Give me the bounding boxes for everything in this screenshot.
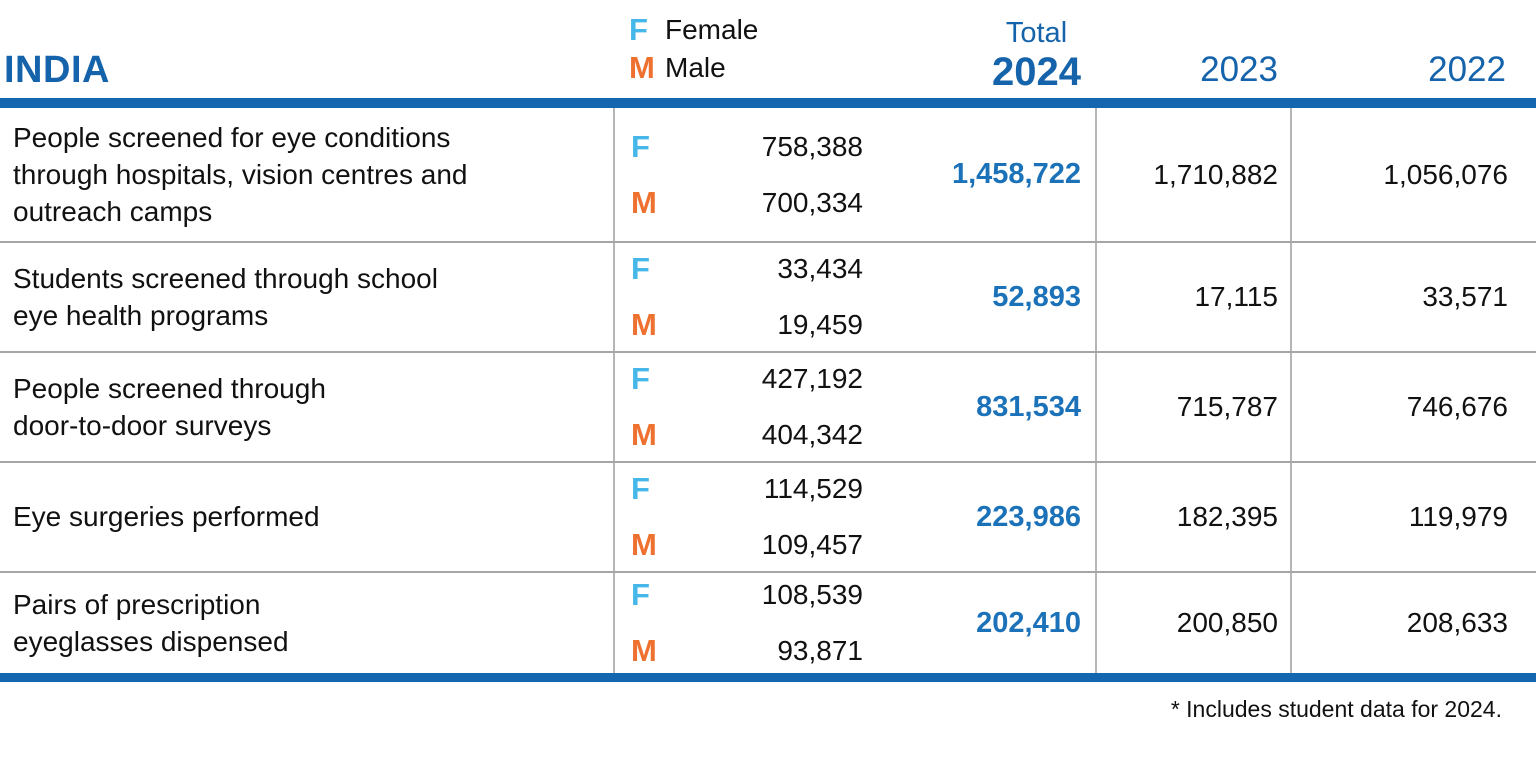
value-2022: 119,979	[1290, 463, 1536, 571]
table-row: Pairs of prescription eyeglasses dispens…	[0, 571, 1536, 673]
value-2023: 182,395	[1095, 463, 1290, 571]
total-year-label: 2024	[992, 50, 1081, 94]
header-region-cell: INDIA	[0, 0, 613, 98]
value-2023: 715,787	[1095, 353, 1290, 461]
gender-values: F 114,529 M 109,457	[615, 471, 863, 563]
column-header-2023: 2023	[1200, 50, 1278, 89]
gender-values: F 33,434 M 19,459	[615, 251, 863, 343]
value-2022: 33,571	[1290, 243, 1536, 351]
header-rule	[0, 98, 1536, 108]
column-header-2022: 2022	[1428, 50, 1506, 89]
table-row: Students screened through school eye hea…	[0, 241, 1536, 351]
female-key-icon: F	[631, 361, 650, 396]
female-value: 108,539	[761, 579, 863, 610]
female-value: 33,434	[777, 253, 863, 284]
female-value: 114,529	[763, 473, 863, 504]
gender-values: F 758,388 M 700,334	[615, 129, 863, 221]
total-2024-value: 1,458,722	[951, 158, 1081, 190]
male-key-icon: M	[631, 633, 657, 668]
value-2023: 17,115	[1095, 243, 1290, 351]
value-2023: 200,850	[1095, 573, 1290, 673]
table-row: People screened through door-to-door sur…	[0, 351, 1536, 461]
male-key-icon: M	[631, 527, 657, 562]
legend-male-label: Male	[665, 52, 726, 83]
female-key-icon: F	[631, 471, 650, 506]
table-header: INDIA F Female M Male Total 2024 2023 20…	[0, 0, 1536, 98]
male-key-icon: M	[631, 184, 657, 220]
row-label: People screened for eye conditions throu…	[13, 121, 468, 228]
female-value: 427,192	[761, 363, 863, 394]
value-2022: 746,676	[1290, 353, 1536, 461]
male-key-icon: M	[631, 307, 657, 342]
total-2024-value: 223,986	[976, 500, 1081, 533]
footnote: * Includes student data for 2024.	[1170, 696, 1502, 722]
column-header-total-2024: Total 2024	[992, 0, 1095, 98]
gender-values: F 108,539 M 93,871	[615, 577, 863, 669]
total-label: Total	[1005, 16, 1068, 49]
gender-values: F 427,192 M 404,342	[615, 361, 863, 453]
header-data-cell: F Female M Male Total 2024	[613, 0, 1095, 98]
row-label: Eye surgeries performed	[13, 501, 320, 533]
female-key-icon: F	[631, 577, 650, 612]
gender-legend: F Female M Male	[613, 0, 758, 98]
value-2022: 1,056,076	[1290, 108, 1536, 241]
legend-male: M Male	[629, 50, 758, 86]
male-key-icon: M	[629, 50, 655, 85]
male-value: 109,457	[761, 529, 863, 560]
value-2023: 1,710,882	[1095, 108, 1290, 241]
row-label: Students screened through school eye hea…	[13, 262, 438, 331]
male-value: 700,334	[761, 186, 863, 218]
table-row: Eye surgeries performed F 114,529 M 109,…	[0, 461, 1536, 571]
value-2022: 208,633	[1290, 573, 1536, 673]
female-key-icon: F	[631, 128, 650, 164]
total-2024-value: 202,410	[976, 606, 1081, 639]
legend-female-label: Female	[665, 14, 759, 45]
legend-female: F Female	[629, 12, 758, 48]
female-key-icon: F	[631, 251, 650, 286]
male-value: 93,871	[777, 635, 863, 666]
region-title: INDIA	[4, 49, 110, 91]
total-2024-value: 831,534	[976, 390, 1081, 423]
footer-rule	[0, 673, 1536, 682]
male-key-icon: M	[631, 417, 657, 452]
row-label: Pairs of prescription eyeglasses dispens…	[13, 588, 289, 657]
female-value: 758,388	[761, 130, 863, 162]
total-2024-value: 52,893	[992, 280, 1081, 313]
male-value: 19,459	[777, 309, 863, 340]
table-row: People screened for eye conditions throu…	[0, 108, 1536, 241]
male-value: 404,342	[761, 419, 863, 450]
row-label: People screened through door-to-door sur…	[13, 372, 326, 441]
female-key-icon: F	[629, 12, 648, 47]
